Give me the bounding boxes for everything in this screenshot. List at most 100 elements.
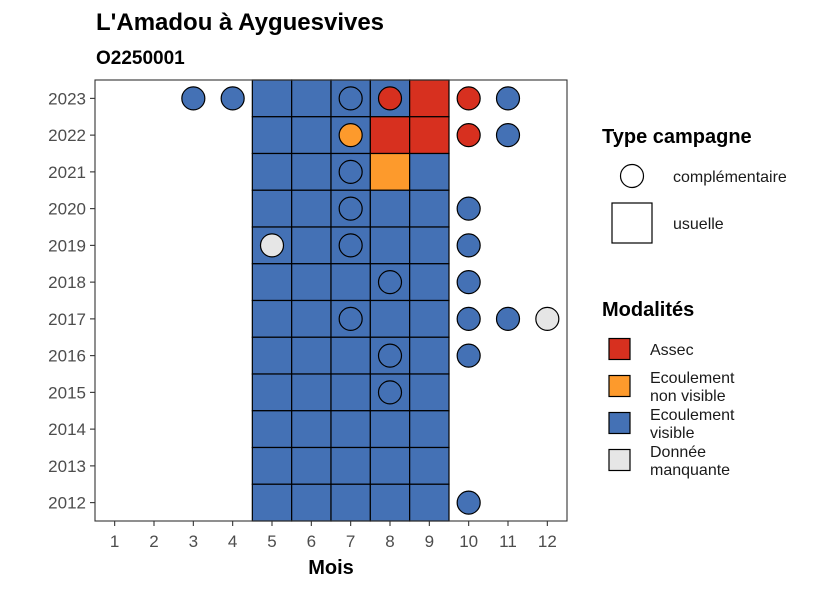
tile-2019-6: [291, 226, 332, 265]
x-axis: 1 2 3 4 5 6 7 8 9 10 11 12: [110, 521, 557, 551]
tile-2020-5: [251, 189, 293, 228]
tile-2016-6: [291, 336, 332, 375]
legend-fill-title: Modalités: [602, 299, 694, 321]
x-tick-label: 3: [189, 532, 198, 551]
y-tick-label: 2018: [48, 273, 86, 292]
tile-2013-6: [291, 446, 332, 485]
tile-2022-9: [409, 116, 450, 155]
tile-2013-8: [369, 446, 411, 485]
legend-label-ecv: visible: [650, 425, 695, 442]
x-tick-label: 9: [425, 532, 434, 551]
legend-shape-label-1: usuelle: [673, 216, 724, 233]
tile-2013-7: [330, 446, 371, 485]
tile-2014-7: [330, 410, 371, 449]
tile-2021-9: [409, 152, 450, 191]
point-2022-11: [495, 123, 521, 148]
tile-2012-6: [291, 483, 332, 522]
tile-2014-5: [251, 410, 293, 449]
y-tick-label: 2020: [48, 200, 86, 219]
point-2015-8: [377, 380, 403, 405]
y-tick-label: 2013: [48, 457, 86, 476]
tile-2017-8: [369, 299, 411, 338]
tile-2018-6: [291, 263, 332, 302]
y-tick-label: 2014: [48, 420, 86, 439]
tile-2019-9: [409, 226, 450, 265]
tile-2018-7: [330, 263, 371, 302]
tile-2014-8: [369, 410, 411, 449]
tile-2021-6: [291, 152, 332, 191]
x-axis-label: Mois: [308, 557, 354, 579]
tile-2016-5: [251, 336, 293, 375]
legend-swatch-assec: [608, 337, 631, 361]
legend-swatch-ecnv: [608, 374, 631, 398]
point-2023-8: [377, 86, 403, 111]
chart-title: L'Amadou à Ayguesvives: [96, 9, 384, 36]
x-tick-label: 12: [538, 532, 557, 551]
tile-2023-5: [251, 79, 293, 118]
tile-2016-9: [409, 336, 450, 375]
legend-label-assec: Assec: [650, 342, 694, 359]
tile-2020-8: [369, 189, 411, 228]
legend-label-ecv: Ecoulement: [650, 407, 735, 424]
tile-2012-8: [369, 483, 411, 522]
legend-circle-swatch: [619, 163, 645, 189]
x-tick-label: 1: [110, 532, 119, 551]
tile-2021-5: [251, 152, 293, 191]
point-2016-8: [377, 343, 403, 368]
y-tick-label: 2022: [48, 126, 86, 145]
tile-2015-5: [251, 373, 293, 412]
tile-2014-6: [291, 410, 332, 449]
x-tick-label: 8: [385, 532, 394, 551]
point-2020-7: [338, 196, 363, 221]
tile-2018-9: [409, 263, 450, 302]
y-tick-label: 2016: [48, 347, 86, 366]
plot-area: [94, 79, 568, 522]
tile-2014-9: [409, 410, 450, 449]
tile-2012-7: [330, 483, 371, 522]
x-tick-label: 10: [459, 532, 478, 551]
tile-2017-6: [291, 299, 332, 338]
point-2018-8: [377, 270, 403, 295]
legend-shape-title: Type campagne: [602, 126, 752, 148]
x-tick-label: 11: [499, 532, 517, 551]
tile-2013-9: [409, 446, 450, 485]
x-tick-label: 7: [346, 532, 355, 551]
x-tick-label: 6: [307, 532, 316, 551]
legend-label-nd: manquante: [650, 462, 730, 479]
x-tick-label: 4: [228, 532, 237, 551]
legend-label-ecnv: non visible: [650, 388, 726, 405]
point-2019-7: [338, 233, 363, 258]
x-tick-label: 2: [149, 532, 158, 551]
legend-type-campagne: Type campagne complémentaire usuelle: [602, 126, 787, 244]
point-2023-7: [338, 86, 363, 111]
tile-2022-6: [291, 116, 332, 155]
tile-2015-6: [291, 373, 332, 412]
y-tick-label: 2023: [48, 89, 86, 108]
tile-2016-7: [330, 336, 371, 375]
legend-shape-label-0: complémentaire: [673, 169, 787, 186]
tile-2015-9: [409, 373, 450, 412]
tile-2023-9: [409, 79, 450, 118]
tile-2022-5: [251, 116, 293, 155]
point-2019-10: [456, 233, 481, 258]
point-2021-7: [338, 159, 363, 184]
tile-2021-8: [369, 152, 411, 191]
point-2018-10: [456, 270, 481, 295]
point-2019-5: [259, 233, 285, 258]
point-2023-11: [495, 86, 521, 111]
chart-subtitle: O2250001: [96, 48, 185, 69]
legend-swatch-nd: [608, 448, 631, 472]
y-tick-label: 2019: [48, 236, 86, 255]
tile-2022-8: [369, 116, 411, 155]
point-2017-11: [495, 306, 521, 331]
y-tick-label: 2017: [48, 310, 86, 329]
point-2023-3: [181, 86, 206, 111]
y-tick-label: 2015: [48, 383, 86, 402]
point-2017-7: [338, 306, 363, 331]
tile-2019-8: [369, 226, 411, 265]
legend-label-ecnv: Ecoulement: [650, 370, 735, 387]
tile-2013-5: [251, 446, 293, 485]
x-tick-label: 5: [267, 532, 276, 551]
